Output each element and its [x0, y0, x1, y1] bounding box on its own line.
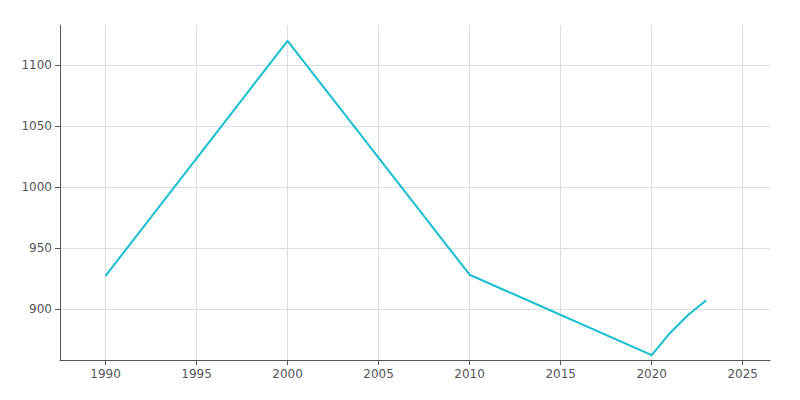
svg-text:1990: 1990: [90, 367, 121, 381]
svg-text:950: 950: [29, 241, 52, 255]
svg-text:900: 900: [29, 302, 52, 316]
svg-text:2020: 2020: [636, 367, 667, 381]
svg-text:1995: 1995: [181, 367, 212, 381]
svg-text:2005: 2005: [363, 367, 394, 381]
svg-text:2010: 2010: [454, 367, 485, 381]
svg-text:1000: 1000: [21, 180, 52, 194]
svg-text:1100: 1100: [21, 58, 52, 72]
svg-text:2015: 2015: [545, 367, 576, 381]
svg-text:2025: 2025: [727, 367, 758, 381]
svg-text:1050: 1050: [21, 119, 52, 133]
svg-text:2000: 2000: [272, 367, 303, 381]
